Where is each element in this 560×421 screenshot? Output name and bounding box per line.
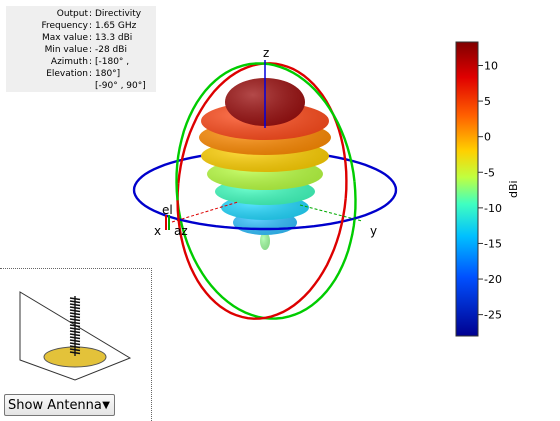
pattern-lobe-shading — [201, 140, 329, 172]
info-key: Azimuth — [50, 57, 88, 67]
azimuth-ring-back — [132, 149, 398, 191]
info-value: -28 dBi — [95, 45, 127, 55]
elevation-ring-red-front — [176, 183, 347, 320]
info-separator: : — [89, 69, 93, 79]
pattern-lobe-shading — [215, 178, 315, 205]
info-panel: Output: Directivity Frequency:1.65 GHz Max … — [6, 6, 156, 92]
info-row: Frequency:1.65 GHz — [6, 20, 156, 32]
colorbar-gradient — [455, 41, 479, 337]
info-row: Max value:13.3 dBi — [6, 32, 156, 44]
colorbar-tick-label: 10 — [484, 59, 498, 72]
colorbar-tick-label: 5 — [484, 95, 491, 108]
directivity-pattern-3d — [199, 78, 331, 250]
colorbar: 10 5 0 -5 -10 -15 -20 -25 dBi — [455, 41, 520, 337]
pattern-lobe — [233, 210, 297, 235]
chevron-down-icon: ▼ — [102, 400, 110, 411]
colorbar-tick-label: -5 — [484, 166, 495, 179]
pattern-lobe-shading — [233, 210, 297, 235]
pattern-lobe — [215, 178, 315, 205]
info-row: Azimuth: [-180° , — [6, 56, 156, 68]
info-separator: : — [89, 9, 93, 19]
azimuth-ring-front — [132, 189, 398, 231]
z-axis-label: z — [263, 46, 269, 60]
pattern-lobe-shading — [221, 195, 309, 220]
info-value: [-180° , — [95, 57, 130, 67]
info-key: Elevation — [46, 69, 88, 79]
info-key: Min value — [44, 45, 88, 55]
pattern-lobe — [199, 120, 331, 155]
info-value: 1.65 GHz — [95, 21, 137, 31]
info-row: Output: Directivity — [6, 8, 156, 20]
pattern-lobe-shading — [201, 102, 329, 140]
info-value: Directivity — [95, 9, 142, 19]
azimuth-label: az — [174, 224, 188, 238]
y-axis-label: y — [370, 224, 377, 238]
pattern-lobe — [201, 140, 329, 172]
info-row: [-90° , 90°] — [6, 80, 156, 92]
colorbar-label: dBi — [507, 180, 520, 198]
info-separator: : — [89, 33, 93, 43]
pattern-lobe — [221, 195, 309, 220]
elevation-ring-green-back — [176, 181, 357, 320]
pattern-lobe — [225, 78, 305, 126]
info-value: 180°] — [95, 69, 121, 79]
info-separator: : — [89, 45, 93, 55]
pattern-lobe — [207, 158, 323, 190]
antenna-panel — [0, 268, 152, 421]
info-value: [-90° , 90°] — [95, 81, 146, 91]
pattern-lobe-shading — [199, 120, 331, 155]
coordinate-axes: z x y el az — [154, 46, 377, 238]
info-key: Frequency — [41, 21, 89, 31]
pattern-lobe-shading — [225, 78, 305, 126]
info-key: Max value — [41, 33, 88, 43]
pattern-lobe — [260, 232, 270, 250]
x-axis-label: x — [154, 224, 161, 238]
info-separator: : — [89, 21, 93, 31]
colorbar-tick-label: -20 — [484, 273, 502, 286]
elevation-ring-red-back — [177, 62, 348, 199]
elevation-ring-green-front — [175, 62, 356, 201]
info-value: 13.3 dBi — [95, 33, 133, 43]
colorbar-tick-label: -25 — [484, 309, 502, 322]
colorbar-tick-label: 0 — [484, 131, 491, 144]
pattern-lobe-shading — [207, 158, 323, 190]
elevation-label: el — [162, 203, 173, 217]
info-row: Elevation:180°] — [6, 68, 156, 80]
x-axis-line — [171, 201, 239, 223]
info-separator: : — [89, 57, 93, 67]
info-row: Min value: -28 dBi — [6, 44, 156, 56]
show-antenna-dropdown[interactable]: Show Antenna ▼ — [4, 394, 115, 416]
y-axis-line — [299, 204, 363, 222]
pattern-lobe — [201, 102, 329, 140]
colorbar-tick-label: -10 — [484, 202, 502, 215]
info-key: Output — [56, 9, 88, 19]
show-antenna-label: Show Antenna — [8, 398, 102, 413]
colorbar-tick-label: -15 — [484, 237, 502, 250]
pattern-lobe-shading — [260, 232, 270, 250]
